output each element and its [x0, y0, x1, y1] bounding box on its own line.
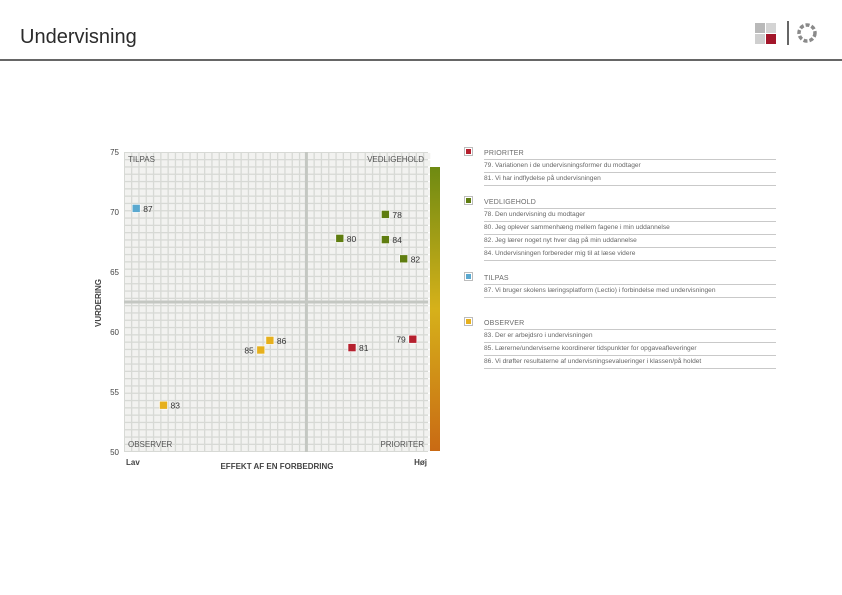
- data-point: [159, 400, 168, 410]
- legend-divider: [484, 208, 776, 209]
- data-point-label: 83: [171, 401, 181, 411]
- data-point-label: 79: [396, 335, 406, 345]
- legend-item: 86. Vi drøfter resultaterne af undervisn…: [484, 358, 702, 365]
- header-divider: [0, 59, 842, 61]
- legend-divider: [484, 221, 776, 222]
- x-low-label: Lav: [126, 458, 140, 467]
- legend-item: 79. Variationen i de undervisningsformer…: [484, 162, 641, 169]
- legend-item: 84. Undervisningen forbereder mig til at…: [484, 250, 636, 257]
- legend-swatch-tilpas: [464, 272, 473, 281]
- legend-divider: [484, 234, 776, 235]
- legend-heading-prioriter: PRIORITER: [484, 150, 524, 157]
- legend-divider: [484, 260, 776, 261]
- y-tick-label: 55: [110, 388, 119, 397]
- legend-divider: [484, 342, 776, 343]
- legend-item: 85. Lærerne/underviserne koordinerer tid…: [484, 345, 697, 352]
- legend-item: 78. Den undervisning du modtager: [484, 211, 586, 218]
- data-point: [335, 234, 345, 243]
- legend-heading-vedligehold: VEDLIGEHOLD: [484, 199, 536, 206]
- y-tick-label: 65: [110, 268, 119, 277]
- legend-divider: [484, 284, 776, 285]
- x-high-label: Høj: [414, 458, 427, 467]
- legend-divider: [484, 329, 776, 330]
- legend-heading-tilpas: TILPAS: [484, 275, 509, 282]
- legend-item: 82. Jeg lærer noget nyt hver dag på min …: [484, 237, 637, 244]
- data-point: [381, 210, 390, 219]
- legend-divider: [484, 185, 776, 186]
- y-axis-label: VURDERING: [94, 279, 103, 327]
- rating-gradient-bar: [430, 167, 440, 451]
- legend-divider: [484, 368, 776, 369]
- data-point-label: 78: [392, 210, 402, 220]
- y-tick-label: 75: [110, 148, 119, 157]
- legend-item: 87. Vi bruger skolens læringsplatform (L…: [484, 287, 716, 294]
- legend-item: 80. Jeg oplever sammenhæng mellem fagene…: [484, 224, 670, 231]
- data-point: [399, 254, 409, 264]
- quadrant-label-prioriter: PRIORITER: [380, 440, 424, 449]
- y-tick-label: 70: [110, 208, 119, 217]
- legend-swatch-observer: [464, 317, 473, 326]
- data-point: [265, 336, 275, 345]
- legend-swatch-prioriter: [464, 147, 473, 156]
- legend-divider: [484, 297, 776, 298]
- legend-item: 83. Der er arbejdsro i undervisningen: [484, 332, 593, 339]
- legend-divider: [484, 247, 776, 248]
- legend-swatch-vedligehold: [464, 196, 473, 205]
- data-point: [347, 343, 357, 352]
- quadrant-label-vedligehold: VEDLIGEHOLD: [367, 155, 424, 164]
- legend-divider: [484, 172, 776, 173]
- data-point: [131, 204, 141, 213]
- data-point: [381, 235, 390, 244]
- quadrant-divider-horizontal: [124, 300, 428, 304]
- data-point-label: 85: [244, 346, 254, 356]
- quadrant-label-observer: OBSERVER: [128, 440, 173, 449]
- data-point-label: 82: [411, 254, 421, 264]
- data-point-label: 80: [347, 234, 357, 244]
- legend-divider: [484, 159, 776, 160]
- data-point-label: 84: [392, 235, 402, 245]
- legend-heading-observer: OBSERVER: [484, 320, 525, 327]
- data-point-label: 81: [359, 343, 369, 353]
- data-point: [256, 345, 266, 355]
- legend-item: 81. Vi har indflydelse på undervisningen: [484, 175, 601, 182]
- y-tick-label: 60: [110, 328, 119, 337]
- page-title: Undervisning: [20, 26, 137, 48]
- y-tick-label: 50: [110, 448, 119, 457]
- data-point-label: 87: [143, 204, 153, 214]
- data-point: [408, 334, 418, 344]
- data-point-label: 86: [277, 336, 287, 346]
- company-logo: [755, 21, 817, 45]
- x-axis-label: EFFEKT AF EN FORBEDRING: [220, 462, 333, 471]
- quadrant-label-tilpas: TILPAS: [128, 155, 155, 164]
- legend-divider: [484, 355, 776, 356]
